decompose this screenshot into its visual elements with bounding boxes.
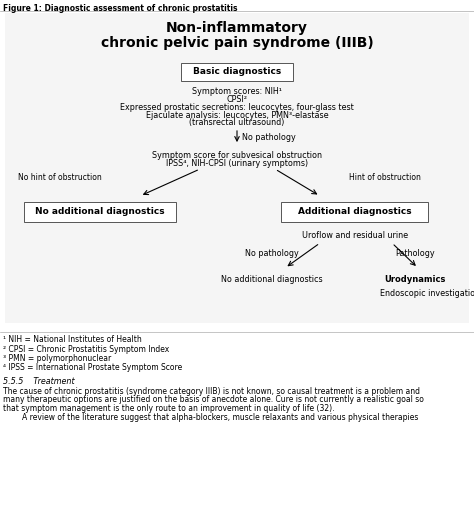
Text: The cause of chronic prostatitis (syndrome category IIIB) is not known, so causa: The cause of chronic prostatitis (syndro… — [3, 387, 420, 396]
Text: Ejaculate analysis: leucocytes, PMN³-elastase: Ejaculate analysis: leucocytes, PMN³-ela… — [146, 110, 328, 119]
Text: No hint of obstruction: No hint of obstruction — [18, 174, 102, 183]
Text: ³ PMN = polymorphonuclear: ³ PMN = polymorphonuclear — [3, 354, 111, 363]
FancyBboxPatch shape — [24, 202, 176, 222]
Text: Urodynamics: Urodynamics — [384, 276, 446, 285]
Text: Endoscopic investigation: Endoscopic investigation — [380, 290, 474, 299]
FancyBboxPatch shape — [5, 13, 469, 323]
Text: IPSS⁴, NIH-CPSI (urinary symptoms): IPSS⁴, NIH-CPSI (urinary symptoms) — [166, 158, 308, 167]
Text: 5.5.5    Treatment: 5.5.5 Treatment — [3, 377, 74, 386]
Text: Pathology: Pathology — [395, 249, 435, 258]
Text: many therapeutic options are justified on the basis of anecdote alone. Cure is n: many therapeutic options are justified o… — [3, 395, 424, 404]
Text: Hint of obstruction: Hint of obstruction — [349, 174, 421, 183]
Text: (transrectal ultrasound): (transrectal ultrasound) — [189, 119, 285, 128]
Text: Non-inflammatory: Non-inflammatory — [166, 21, 308, 35]
Text: Uroflow and residual urine: Uroflow and residual urine — [302, 232, 408, 241]
Text: No pathology: No pathology — [242, 133, 296, 142]
Text: Additional diagnostics: Additional diagnostics — [298, 208, 412, 217]
Text: Basic diagnostics: Basic diagnostics — [193, 67, 281, 76]
Text: No additional diagnostics: No additional diagnostics — [221, 276, 323, 285]
Text: chronic pelvic pain syndrome (IIIB): chronic pelvic pain syndrome (IIIB) — [100, 36, 374, 50]
FancyBboxPatch shape — [181, 63, 293, 81]
Text: Expressed prostatic secretions: leucocytes, four-glass test: Expressed prostatic secretions: leucocyt… — [120, 103, 354, 111]
Text: A review of the literature suggest that alpha-blockers, muscle relaxants and var: A review of the literature suggest that … — [3, 413, 419, 422]
Text: Figure 1: Diagnostic assessment of chronic prostatitis: Figure 1: Diagnostic assessment of chron… — [3, 4, 237, 13]
Text: that symptom management is the only route to an improvement in quality of life (: that symptom management is the only rout… — [3, 404, 335, 413]
Text: No additional diagnostics: No additional diagnostics — [35, 208, 165, 217]
Text: Symptom score for subvesical obstruction: Symptom score for subvesical obstruction — [152, 151, 322, 160]
Text: No pathology: No pathology — [245, 249, 299, 258]
Text: ¹ NIH = National Institutes of Health: ¹ NIH = National Institutes of Health — [3, 335, 142, 344]
Text: ⁴ IPSS = International Prostate Symptom Score: ⁴ IPSS = International Prostate Symptom … — [3, 363, 182, 372]
Text: ² CPSI = Chronic Prostatitis Symptom Index: ² CPSI = Chronic Prostatitis Symptom Ind… — [3, 345, 169, 354]
Text: CPSI²: CPSI² — [227, 95, 247, 104]
Text: Symptom scores: NIH¹: Symptom scores: NIH¹ — [192, 86, 282, 96]
FancyBboxPatch shape — [282, 202, 428, 222]
